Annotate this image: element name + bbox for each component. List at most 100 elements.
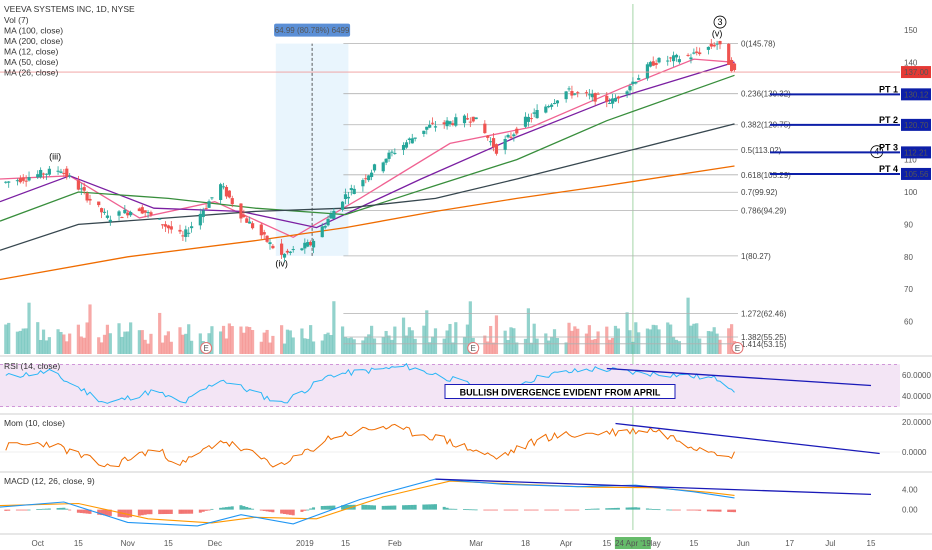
price-candle[interactable] [489,137,493,146]
price-candle[interactable] [529,113,533,123]
price-candle[interactable] [181,230,185,242]
price-candle[interactable] [140,204,144,215]
price-candle[interactable] [364,174,368,184]
price-candle[interactable] [401,142,406,156]
price-candle[interactable] [506,133,510,139]
price-candle[interactable] [523,112,528,128]
price-candle[interactable] [674,53,679,62]
price-candle[interactable] [7,181,11,188]
price-candle[interactable] [4,181,8,184]
price-candle[interactable] [44,173,49,180]
price-candle[interactable] [491,132,496,152]
price-candle[interactable] [515,126,519,136]
price-candle[interactable] [271,243,275,250]
price-candle[interactable] [349,184,353,196]
price-candle[interactable] [268,238,272,250]
price-candle[interactable] [320,223,324,238]
price-candle[interactable] [698,47,702,56]
price-candle[interactable] [390,149,394,157]
price-candle[interactable] [343,188,348,205]
price-candle[interactable] [169,221,173,234]
earnings-marker[interactable] [200,342,213,354]
price-candle[interactable] [39,167,43,179]
price-candle[interactable] [570,85,574,99]
price-candle[interactable] [552,99,557,105]
price-candle[interactable] [547,104,551,109]
price-candle[interactable] [430,117,435,125]
price-candle[interactable] [616,95,620,104]
price-candle[interactable] [97,201,101,208]
price-candle[interactable] [36,170,40,179]
price-candle[interactable] [288,250,292,256]
price-candle[interactable] [486,135,490,141]
price-candle[interactable] [346,192,350,205]
price-candle[interactable] [24,175,28,187]
price-candle[interactable] [280,238,284,259]
price-candle[interactable] [100,207,104,219]
price-candle[interactable] [512,132,516,142]
price-candle[interactable] [651,56,655,67]
price-candle[interactable] [79,183,83,196]
price-candle[interactable] [85,191,89,203]
price-candle[interactable] [184,225,188,242]
price-candle[interactable] [381,161,385,174]
price-candle[interactable] [129,210,133,217]
price-candle[interactable] [149,210,153,217]
price-candle[interactable] [230,195,234,208]
price-candle[interactable] [454,113,458,128]
price-candle[interactable] [146,210,150,218]
price-candle[interactable] [18,175,22,184]
price-candle[interactable] [448,120,452,127]
price-candle[interactable] [712,42,716,48]
price-candle[interactable] [62,168,66,177]
price-candle[interactable] [88,194,92,205]
price-candle[interactable] [526,113,530,127]
price-candle[interactable] [56,166,60,175]
price-candle[interactable] [686,53,690,57]
price-candle[interactable] [584,90,589,97]
earnings-marker[interactable] [731,342,744,354]
price-candle[interactable] [433,120,438,132]
price-candle[interactable] [590,89,594,102]
price-candle[interactable] [117,210,121,221]
price-candle[interactable] [451,120,455,127]
price-candle[interactable] [730,57,734,73]
price-candle[interactable] [648,60,652,68]
price-candle[interactable] [323,223,327,230]
price-candle[interactable] [413,137,417,142]
price-candle[interactable] [613,94,618,103]
price-candle[interactable] [248,216,252,224]
price-candle[interactable] [509,132,513,139]
price-candle[interactable] [666,55,670,66]
price-candle[interactable] [532,108,536,118]
price-candle[interactable] [608,98,612,105]
rsi-pane[interactable]: BULLISH DIVERGENCE EVIDENT FROM APRIL RSI… [0,359,932,415]
price-candle[interactable] [250,221,255,230]
price-candle[interactable] [645,62,650,81]
price-candle[interactable] [471,116,475,123]
momentum-pane[interactable]: Mom (10, close) 0.0000 20.0000 [0,416,932,473]
price-candle[interactable] [239,203,243,223]
price-candle[interactable] [160,224,165,229]
price-candle[interactable] [576,91,580,98]
price-candle[interactable] [352,185,356,195]
price-candle[interactable] [709,38,713,50]
price-candle[interactable] [428,120,432,129]
price-candle[interactable] [143,210,147,218]
price-candle[interactable] [503,135,507,155]
price-candle[interactable] [404,139,409,149]
price-candle[interactable] [384,158,388,166]
price-candle[interactable] [715,40,719,50]
price-pane[interactable]: 64.99 (80.78%) 6499 0(145.78) 0.236(130.32… [0,4,932,530]
price-candle[interactable] [221,182,226,190]
price-candle[interactable] [407,137,411,145]
price-candle[interactable] [207,199,211,208]
price-candle[interactable] [387,149,391,162]
price-candle[interactable] [158,218,162,220]
price-candle[interactable] [393,148,397,155]
price-candle[interactable] [190,221,194,233]
price-candle[interactable] [262,229,266,241]
price-candle[interactable] [550,103,554,110]
price-candle[interactable] [242,209,246,218]
